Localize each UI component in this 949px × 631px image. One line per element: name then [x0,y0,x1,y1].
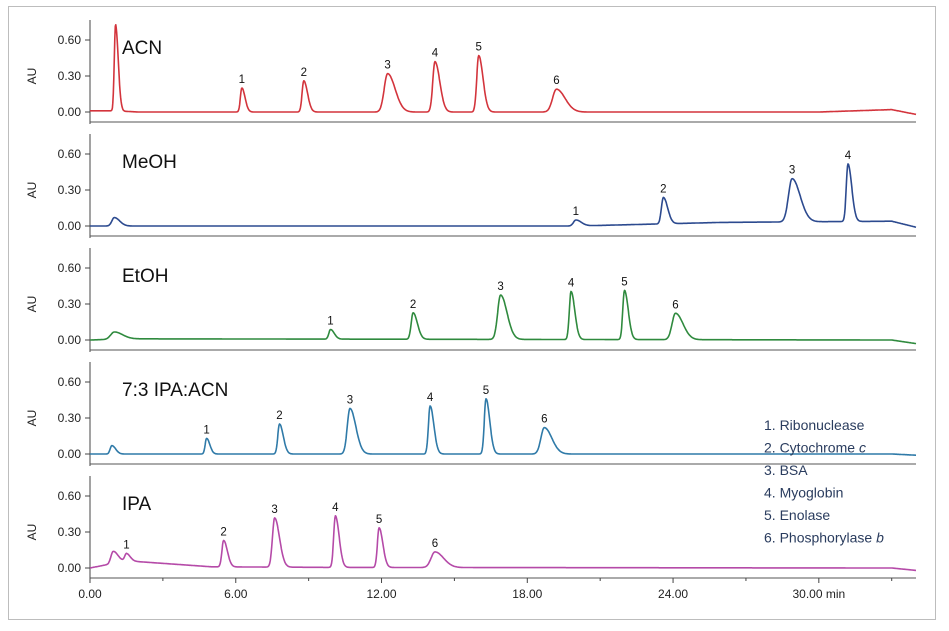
peak-label: 5 [376,514,382,526]
peak-label: 1 [203,424,209,436]
y-tick-label: 0.00 [58,561,82,575]
y-tick-label: 0.60 [58,489,82,503]
peak-label: 1 [327,316,333,328]
peak-label: 6 [553,75,559,87]
y-axis-label: AU [25,410,39,427]
x-tick-label: 18.00 [512,587,542,601]
chromatogram-trace [89,514,917,572]
peak-label: 4 [427,392,434,404]
x-tick-label: 6.00 [224,587,248,601]
peak-label: 5 [483,385,489,397]
legend-entry: 6. Phosphorylase b [764,530,884,546]
chromatogram-trace [89,397,917,457]
peak-label: 3 [497,281,503,293]
legend-entry: 3. BSA [764,462,808,478]
peak-label: 2 [276,410,282,422]
chromatogram-trace [89,23,917,116]
y-tick-label: 0.60 [58,261,82,275]
peak-label: 4 [432,48,439,60]
peak-label: 3 [789,165,795,177]
peak-label: 2 [410,299,416,311]
y-tick-label: 0.00 [58,219,82,233]
y-tick-label: 0.00 [58,447,82,461]
peak-label: 6 [672,299,678,311]
panel-label: EtOH [122,266,168,287]
y-tick-label: 0.00 [58,333,82,347]
peak-label: 2 [301,67,307,79]
legend-entry: 2. Cytochrome c [764,440,866,456]
chromatogram-trace [89,289,917,345]
y-tick-label: 0.30 [58,411,82,425]
peak-label: 1 [123,539,129,551]
y-axis-label: AU [25,296,39,313]
y-axis-label: AU [25,524,39,541]
peak-label: 3 [271,504,277,516]
chromatogram-trace [89,163,917,228]
panel-label: MeOH [122,152,177,173]
y-tick-label: 0.60 [58,375,82,389]
x-tick-label: 24.00 [658,587,688,601]
legend-entry: 4. Myoglobin [764,485,843,501]
y-tick-label: 0.60 [58,147,82,161]
y-axis-label: AU [25,68,39,85]
legend-entry: 5. Enolase [764,507,830,523]
x-tick-label: 30.00 min [792,587,845,601]
y-axis-label: AU [25,182,39,199]
y-tick-label: 0.30 [58,297,82,311]
peak-label: 5 [476,42,482,54]
panel-label: 7:3 IPA:ACN [122,380,228,401]
peak-label: 4 [568,277,575,289]
peak-label: 6 [432,538,438,550]
y-tick-label: 0.30 [58,69,82,83]
y-tick-label: 0.30 [58,183,82,197]
peak-label: 5 [621,276,627,288]
peak-label: 3 [347,394,353,406]
x-tick-label: 0.00 [78,587,102,601]
peak-label: 4 [845,150,852,162]
panel-label: IPA [122,494,152,515]
panel-label: ACN [122,38,162,59]
x-tick-label: 12.00 [367,587,397,601]
legend-entry: 1. Ribonuclease [764,417,865,433]
peak-label: 1 [573,206,579,218]
peak-label: 2 [660,183,666,195]
peak-label: 2 [220,526,226,538]
y-tick-label: 0.60 [58,33,82,47]
peak-label: 3 [384,60,390,72]
peak-label: 4 [332,502,339,514]
y-tick-label: 0.00 [58,105,82,119]
peak-label: 1 [239,74,245,86]
y-tick-label: 0.30 [58,525,82,539]
peak-label: 6 [541,414,547,426]
figure-frame [8,6,936,620]
